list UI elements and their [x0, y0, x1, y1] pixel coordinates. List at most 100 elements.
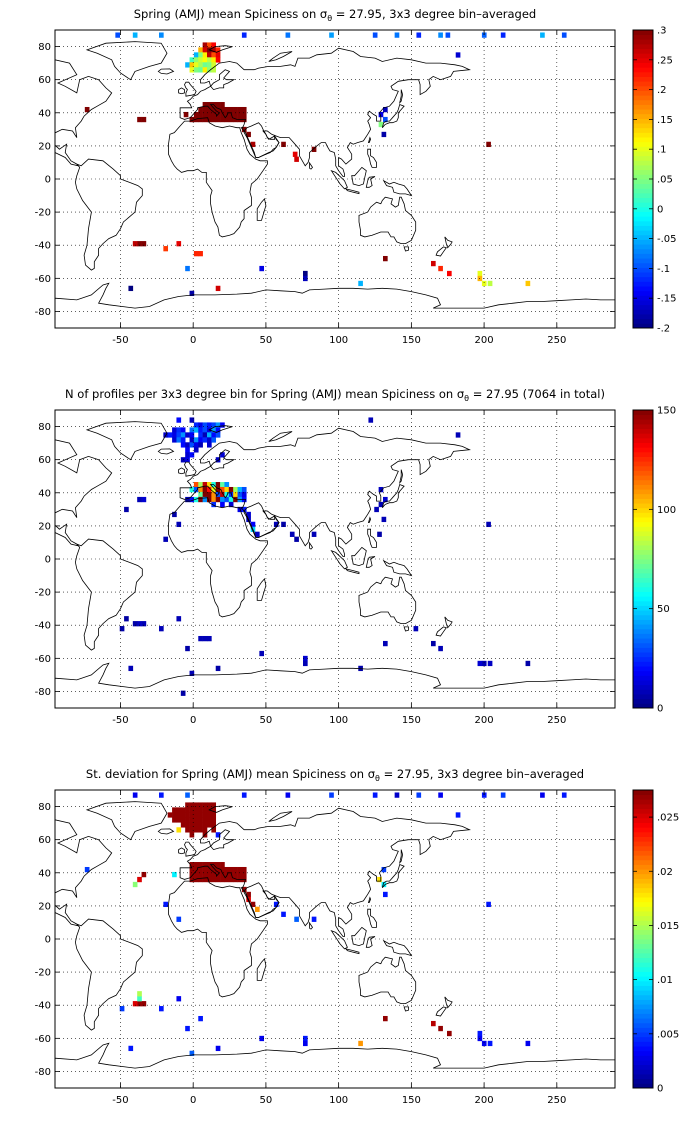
- colorbar-tick-label: .005: [657, 1029, 679, 1040]
- coastline-nzSouth: [435, 1006, 447, 1017]
- colorbar-swatch: [633, 53, 653, 59]
- colorbar-swatch: [633, 48, 653, 54]
- data-cell: [202, 866, 208, 873]
- data-cell: [189, 290, 195, 297]
- coastline-philippines: [367, 908, 377, 928]
- data-cell: [237, 491, 243, 498]
- data-cell: [481, 660, 487, 667]
- data-cell: [176, 616, 182, 622]
- data-cell: [211, 427, 217, 433]
- data-cell: [224, 486, 230, 493]
- x-tick-label: 200: [475, 715, 494, 726]
- data-cell: [202, 102, 208, 108]
- colorbar-swatch: [633, 1013, 653, 1019]
- colorbar-swatch: [633, 670, 653, 676]
- chart-title-text: N of profiles per 3x3 degree bin for Spr…: [65, 387, 464, 401]
- x-tick-label: -50: [112, 1095, 128, 1106]
- colorbar-swatch: [633, 225, 653, 231]
- data-cell: [193, 67, 199, 73]
- data-cell: [185, 812, 190, 818]
- data-cell: [185, 645, 190, 652]
- y-tick-label: 20: [38, 141, 51, 152]
- colorbar-swatch: [633, 572, 653, 579]
- coastline-madagascar: [256, 198, 267, 221]
- coastline-arabia: [243, 122, 280, 158]
- colorbar-swatch: [633, 855, 653, 861]
- colorbar-swatch: [633, 1078, 653, 1084]
- colorbar-swatch: [633, 703, 653, 709]
- colorbar-swatch: [633, 915, 653, 921]
- colorbar-swatch: [633, 600, 653, 606]
- data-cell: [233, 876, 238, 883]
- data-cell: [211, 486, 217, 493]
- chart-panel-3: St. deviation for Spring (AMJ) mean Spic…: [35, 767, 680, 1106]
- x-tick-label: 250: [547, 715, 566, 726]
- colorbar-swatch: [633, 419, 653, 425]
- colorbar-swatch: [633, 123, 653, 129]
- colorbar-tick-label: .2: [657, 85, 667, 96]
- colorbar-tick-label: -.05: [657, 234, 677, 245]
- data-cell: [198, 866, 203, 873]
- colorbar-swatch: [633, 878, 653, 884]
- colorbar-swatch: [633, 526, 653, 532]
- colorbar-swatch: [633, 151, 653, 157]
- colorbar-swatch: [633, 109, 653, 115]
- data-cell: [207, 42, 212, 48]
- colorbar-swatch: [633, 521, 653, 527]
- x-tick-label: 150: [402, 715, 421, 726]
- data-cell: [167, 812, 173, 818]
- colorbar-swatch: [633, 132, 653, 138]
- data-cell: [128, 665, 134, 672]
- data-cell: [378, 501, 384, 508]
- data-cell: [241, 126, 247, 133]
- data-cell: [137, 1001, 142, 1007]
- colorbar-swatch: [633, 211, 653, 217]
- data-cell: [141, 241, 147, 247]
- coastline-antarctica: [55, 662, 615, 708]
- coastline-nzSouth: [435, 626, 447, 637]
- colorbar-swatch: [633, 437, 653, 443]
- data-cell: [193, 427, 199, 433]
- colorbar-swatch: [633, 869, 653, 875]
- data-cell: [198, 422, 203, 428]
- coastline-antarctica: [55, 282, 615, 328]
- data-cell: [220, 111, 225, 118]
- chart-title-subscript: θ: [327, 14, 332, 23]
- colorbar-swatch: [633, 582, 653, 588]
- colorbar-swatch: [633, 531, 653, 537]
- colorbar-swatch: [633, 990, 653, 996]
- data-cell: [241, 866, 247, 873]
- data-cell: [180, 442, 186, 448]
- y-tick-label: -60: [35, 274, 51, 285]
- data-cell: [228, 876, 234, 883]
- data-cell: [185, 792, 190, 798]
- data-cell: [207, 106, 212, 113]
- data-cell: [220, 496, 225, 503]
- data-cell: [202, 437, 208, 443]
- data-cell: [561, 32, 567, 38]
- data-cell: [185, 447, 190, 453]
- coastline-sakhalin: [398, 469, 404, 485]
- colorbar-swatch: [633, 479, 653, 485]
- plot-area: [55, 790, 615, 1088]
- coastline-sumatra: [330, 929, 348, 950]
- chart-title-text: Spring (AMJ) mean Spiciness on σ: [134, 7, 327, 21]
- data-cell: [137, 991, 142, 997]
- data-cell: [525, 280, 531, 287]
- colorbar-swatch: [633, 831, 653, 837]
- colorbar-swatch: [633, 652, 653, 658]
- data-cell: [207, 111, 212, 118]
- colorbar-swatch: [633, 591, 653, 597]
- colorbar-swatch: [633, 554, 653, 560]
- data-cell: [289, 531, 295, 537]
- data-cell: [119, 626, 125, 632]
- data-cell: [220, 862, 225, 868]
- coastline-eurasia: [179, 427, 471, 557]
- colorbar-swatch: [633, 803, 653, 810]
- coastline-sriLanka: [309, 541, 314, 550]
- colorbar-tick-label: .02: [657, 867, 673, 878]
- colorbar-swatch: [633, 239, 653, 245]
- data-cell: [198, 111, 203, 118]
- coastline-java: [344, 568, 360, 575]
- coastline-borneo: [351, 926, 367, 947]
